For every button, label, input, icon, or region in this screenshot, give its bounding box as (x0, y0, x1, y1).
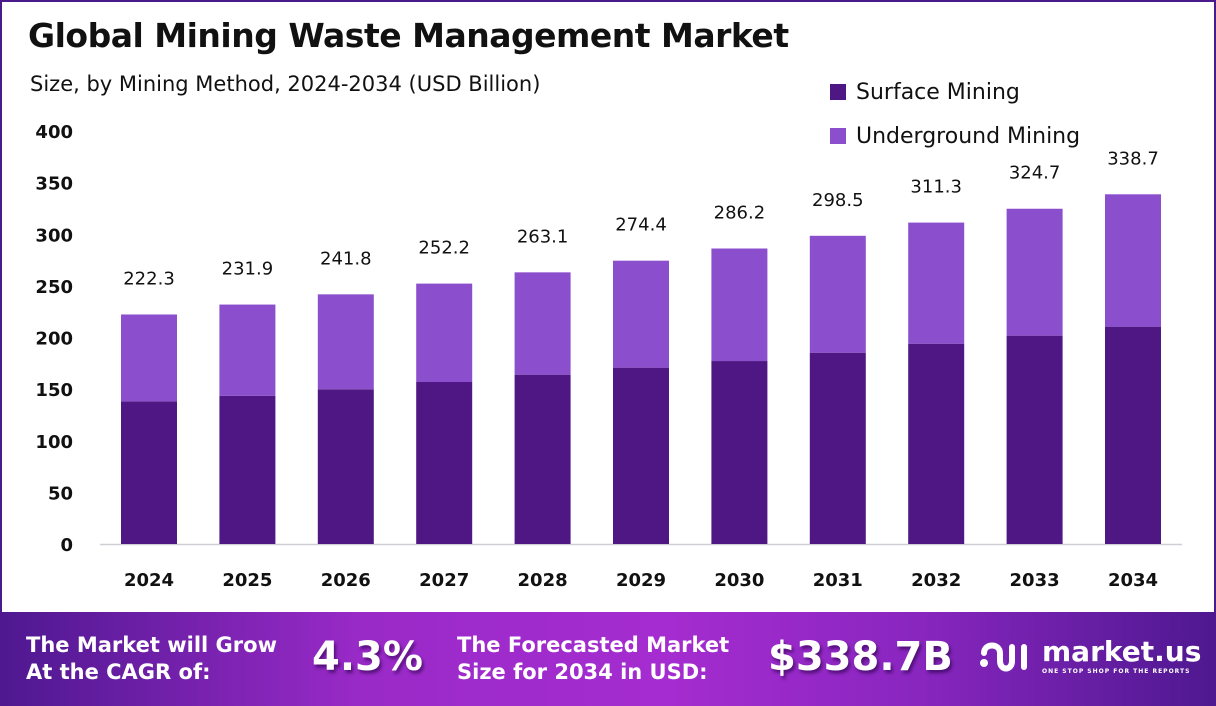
y-tick-label: 50 (48, 483, 73, 504)
bar-segment-surface-mining[interactable] (908, 343, 965, 544)
data-label-total: 298.5 (812, 190, 864, 211)
bar-segment-underground-mining[interactable] (711, 248, 768, 362)
data-label-total: 274.4 (615, 215, 667, 236)
logo-wordmark: market.us (1042, 635, 1202, 668)
cagr-value: 4.3% (312, 634, 423, 680)
bar-segment-underground-mining[interactable] (219, 304, 276, 396)
x-tick-label: 2031 (813, 570, 863, 591)
chart-title: Global Mining Waste Management Market (28, 16, 789, 55)
data-label-total: 241.8 (320, 248, 372, 269)
x-tick-label: 2024 (124, 570, 174, 591)
bar-segment-underground-mining[interactable] (1105, 194, 1161, 327)
data-label-total: 338.7 (1107, 148, 1159, 169)
y-tick-label: 350 (35, 174, 73, 195)
forecast-value: $338.7B (768, 634, 953, 680)
x-tick-label: 2027 (419, 570, 469, 591)
y-tick-label: 400 (35, 122, 73, 143)
bar-segment-surface-mining[interactable] (613, 367, 669, 544)
x-tick-label: 2029 (616, 570, 666, 591)
forecast-caption-line2: Size for 2034 in USD: (457, 660, 708, 684)
bar-segment-surface-mining[interactable] (514, 374, 571, 544)
data-label-total: 286.2 (714, 202, 766, 223)
logo-tagline: ONE STOP SHOP FOR THE REPORTS (1042, 668, 1191, 675)
x-tick-label: 2030 (714, 570, 764, 591)
bar-segment-underground-mining[interactable] (121, 314, 177, 402)
data-label-total: 263.1 (517, 226, 569, 247)
y-tick-label: 200 (35, 329, 73, 350)
cagr-caption-line2: At the CAGR of: (26, 660, 211, 684)
bar-segment-surface-mining[interactable] (121, 401, 177, 544)
data-label-total: 222.3 (123, 268, 175, 289)
x-tick-label: 2032 (911, 570, 961, 591)
y-tick-label: 0 (60, 535, 73, 556)
market-us-logo-icon (980, 642, 1027, 671)
chart-subtitle: Size, by Mining Method, 2024-2034 (USD B… (30, 72, 541, 96)
market-us-logo[interactable]: market.us ONE STOP SHOP FOR THE REPORTS (978, 638, 1201, 675)
legend-item-surface-mining[interactable]: Surface Mining (830, 70, 1080, 114)
bar-segment-surface-mining[interactable] (809, 352, 866, 544)
y-tick-label: 100 (35, 432, 73, 453)
bar-segment-surface-mining[interactable] (317, 389, 374, 544)
bar-segment-surface-mining[interactable] (416, 382, 473, 544)
bar-segment-underground-mining[interactable] (1006, 208, 1063, 336)
bar-segment-underground-mining[interactable] (416, 283, 473, 383)
legend-swatch-underground (830, 128, 846, 144)
bar-segment-underground-mining[interactable] (809, 235, 866, 353)
bar-segment-underground-mining[interactable] (613, 260, 669, 368)
legend-item-underground-mining[interactable]: Underground Mining (830, 114, 1080, 158)
forecast-caption: The Forecasted Market Size for 2034 in U… (457, 632, 729, 686)
bar-segment-surface-mining[interactable] (1105, 326, 1161, 544)
bar-segment-underground-mining[interactable] (317, 294, 374, 390)
legend-swatch-surface (830, 84, 846, 100)
stacked-bar-chart: 0 50 100 150 200 250 300 350 400 222.3 2024 231.9 20… (35, 122, 1182, 591)
legend-label: Underground Mining (856, 123, 1081, 149)
x-tick-label: 2033 (1010, 570, 1060, 591)
data-label-total: 311.3 (910, 177, 962, 198)
y-tick-label: 150 (35, 380, 73, 401)
legend: Surface Mining Underground Mining (830, 70, 1080, 158)
y-tick-label: 250 (35, 277, 73, 298)
y-tick-label: 300 (35, 225, 73, 246)
cagr-caption: The Market will Grow At the CAGR of: (26, 632, 277, 686)
x-tick-label: 2026 (321, 570, 371, 591)
cagr-caption-line1: The Market will Grow (26, 633, 277, 657)
bar-segment-underground-mining[interactable] (514, 272, 571, 375)
x-tick-label: 2025 (222, 570, 272, 591)
bar-segment-surface-mining[interactable] (1006, 335, 1063, 544)
bar-segment-surface-mining[interactable] (711, 361, 768, 544)
data-label-total: 231.9 (222, 259, 274, 280)
data-label-total: 324.7 (1009, 163, 1061, 184)
data-label-total: 252.2 (418, 238, 470, 259)
footer-banner: The Market will Grow At the CAGR of: 4.3… (0, 612, 1216, 706)
bar-segment-underground-mining[interactable] (908, 222, 965, 344)
x-tick-label: 2034 (1108, 570, 1158, 591)
legend-label: Surface Mining (856, 79, 1020, 105)
bar-segment-surface-mining[interactable] (219, 395, 276, 544)
x-tick-label: 2028 (518, 570, 568, 591)
forecast-caption-line1: The Forecasted Market (457, 633, 730, 657)
